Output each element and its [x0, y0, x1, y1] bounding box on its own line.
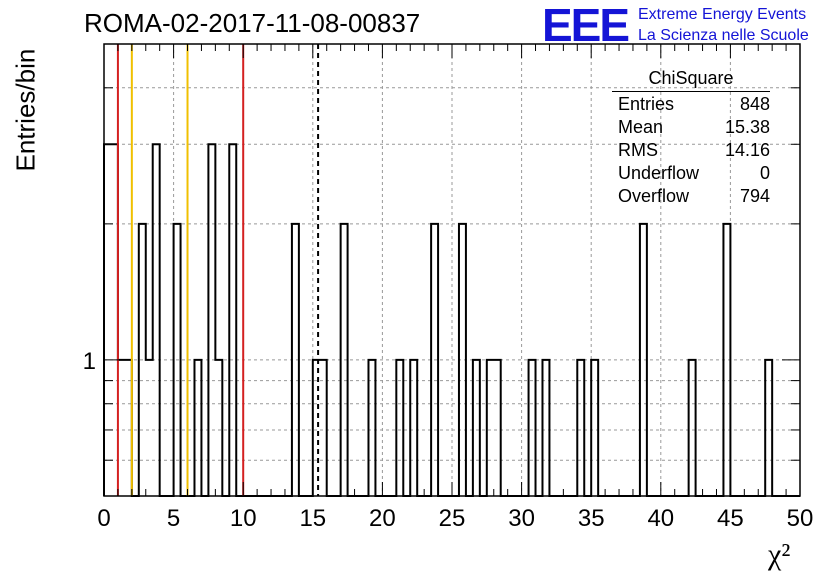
stats-label: Entries [618, 94, 675, 114]
stats-divider [612, 91, 770, 92]
x-tick-label: 20 [369, 505, 396, 532]
x-tick-label: 30 [508, 505, 535, 532]
y-tick-label: 1 [83, 348, 96, 375]
x-tick-label: 35 [578, 505, 605, 532]
logo-line-2: La Scienza nelle Scuole [638, 27, 809, 44]
x-axis-label: χ² [768, 538, 791, 571]
x-tick-label: 45 [717, 505, 744, 532]
eee-logo: EEE Extreme Energy Events La Scienza nel… [542, 0, 809, 51]
x-tick-label: 25 [439, 505, 466, 532]
y-axis-label: Entries/bin [10, 48, 41, 172]
stats-row-rms: RMS 14.16 [612, 139, 770, 162]
stats-box: ChiSquare Entries 848 Mean 15.38 RMS 14.… [612, 68, 770, 208]
x-tick-label: 50 [787, 505, 814, 532]
logo-mark: EEE [542, 0, 630, 51]
logo-text: Extreme Energy Events La Scienza nelle S… [638, 4, 809, 46]
logo-line-1: Extreme Energy Events [638, 6, 807, 23]
stats-value: 0 [759, 163, 770, 183]
stats-label: Mean [618, 117, 664, 137]
stats-title: ChiSquare [648, 68, 734, 88]
x-tick-label: 15 [299, 505, 326, 532]
stats-label: Overflow [618, 186, 690, 206]
x-tick-label: 10 [230, 505, 257, 532]
stats-value: 848 [739, 94, 770, 114]
stats-row-entries: Entries 848 [612, 93, 770, 116]
stats-row-mean: Mean 15.38 [612, 116, 770, 139]
x-tick-label: 0 [97, 505, 110, 532]
stats-value: 15.38 [724, 117, 770, 137]
chart-title: ROMA-02-2017-11-08-00837 [84, 8, 421, 38]
x-tick-label: 5 [167, 505, 180, 532]
stats-label: Underflow [618, 163, 700, 183]
stats-value: 14.16 [724, 140, 770, 160]
stats-row-overflow: Overflow 794 [612, 185, 770, 208]
x-tick-label: 40 [647, 505, 674, 532]
stats-value: 794 [739, 186, 770, 206]
stats-row-underflow: Underflow 0 [612, 162, 770, 185]
stats-label: RMS [618, 140, 658, 160]
